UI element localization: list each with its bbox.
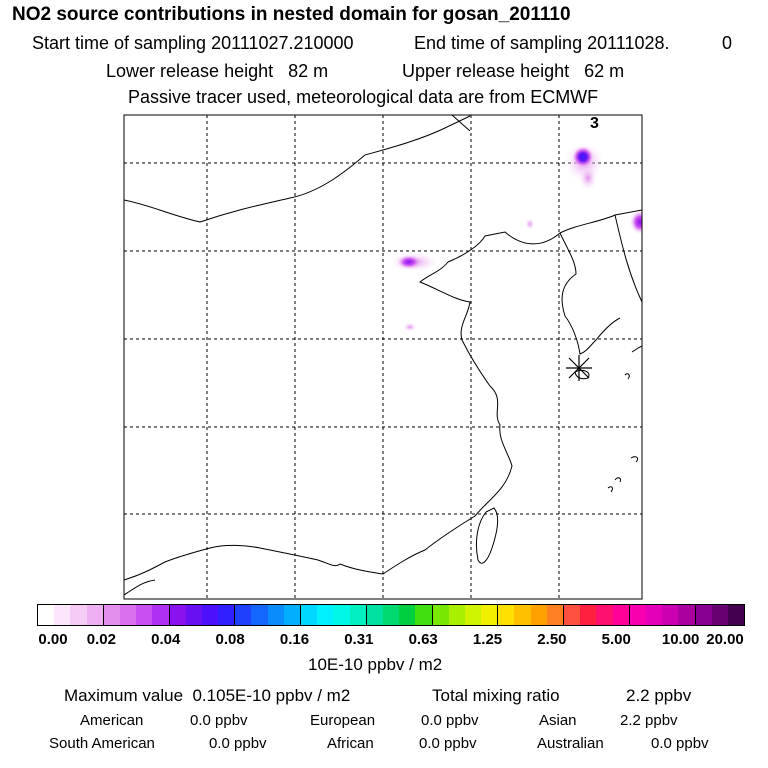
colorbar-segment [283,605,300,625]
plume-northeast-core [572,146,594,168]
region-value-african: 0.0 ppbv [419,735,477,752]
region-name-african: African [327,735,374,752]
plume-edge [630,210,642,234]
colorbar-segment [678,605,695,625]
colorbar-segment [415,605,432,625]
chart-title: NO2 source contributions in nested domai… [12,4,571,25]
colorbar-segment [218,605,235,625]
map-frame [123,114,643,600]
colorbar-segment [234,605,252,625]
corner-label: 3 [590,115,599,132]
colorbar-tick-label: 0.00 [38,631,68,648]
colorbar-segment [185,605,202,625]
region-value-european: 0.0 ppbv [421,712,479,729]
region-name-south-american: South American [49,735,155,752]
colorbar-segment [514,605,531,625]
colorbar-segment [694,605,712,625]
region-value-australian: 0.0 ppbv [651,735,709,752]
colorbar-segment [431,605,449,625]
region-name-european: European [310,712,376,729]
colorbar-segment [267,605,284,625]
region-value-south-american: 0.0 ppbv [209,735,267,752]
colorbar-segment [86,605,103,625]
release-site-marker [566,355,592,381]
colorbar-segment [317,605,334,625]
region-name-american: American [80,712,144,729]
plume-small-b [403,322,417,332]
region-value-asian: 2.2 ppbv [620,712,678,729]
region-name-asian: Asian [539,712,577,729]
start-time-label: Start time of sampling 20111027.210000 [32,33,354,53]
tracer-plumes [390,142,642,332]
model-info: Passive tracer used, meteorological data… [128,87,599,107]
colorbar-segment [38,605,55,625]
colorbar-segment [399,605,416,625]
plume-northeast-tail [579,166,597,190]
plume-small-a [525,218,535,230]
colorbar-segment [464,605,482,625]
region-name-australian: Australian [537,735,604,752]
colorbar-unit: 10E-10 ppbv / m2 [308,655,443,674]
colorbar-segment [70,605,87,625]
colorbar-segment [201,605,219,625]
end-time-suffix: 0 [722,33,733,53]
colorbar-segment [333,605,350,625]
colorbar-tick-label: 2.50 [537,631,567,648]
colorbar-segment [530,605,547,625]
colorbar-segment [365,605,383,625]
colorbar-tick-label: 0.02 [86,631,116,648]
colorbar-segment [481,605,498,625]
colorbar-segment [136,605,153,625]
maximum-value: Maximum value 0.105E-10 ppbv / m2 [64,686,351,705]
colorbar-segment [152,605,169,625]
colorbar-segment [251,605,268,625]
colorbar-tick-label: 20.00 [706,631,744,648]
colorbar-segment [645,605,663,625]
colorbar-tick-label: 10.00 [661,631,700,648]
colorbar [37,604,745,626]
colorbar-segment [612,605,629,625]
upper-release-height: Upper release height 62 m [402,61,625,81]
colorbar-tick-label: 1.25 [472,631,503,648]
map-plot: 3 [123,114,643,600]
total-mixing-ratio-value: 2.2 ppbv [626,686,692,705]
colorbar-segment [563,605,581,625]
colorbar-tick-label: 0.31 [344,631,374,648]
gridlines [124,115,642,599]
colorbar-segment [711,605,728,625]
total-mixing-ratio-label: Total mixing ratio [432,686,560,705]
colorbar-segment [382,605,400,625]
colorbar-tick-label: 0.16 [279,631,310,648]
colorbar-segment [168,605,186,625]
colorbar-segment [300,605,318,625]
colorbar-segment [119,605,137,625]
colorbar-segment [727,605,745,625]
plume-mongolia-core [397,255,421,269]
colorbar-segment [546,605,563,625]
colorbar-segment [596,605,613,625]
colorbar-tick-label: 0.04 [151,631,181,648]
colorbar-tick-label: 5.00 [601,631,631,648]
coastlines [124,115,642,596]
colorbar-tick-label: 0.63 [408,631,438,648]
colorbar-segment [628,605,646,625]
colorbar-segment [448,605,465,625]
colorbar-segment [102,605,120,625]
colorbar-segment [349,605,366,625]
colorbar-segment [580,605,597,625]
lower-release-height: Lower release height 82 m [106,61,329,81]
colorbar-segment [54,605,71,625]
end-time-label: End time of sampling 20111028. [414,33,670,53]
colorbar-segment [497,605,515,625]
region-value-american: 0.0 ppbv [190,712,248,729]
colorbar-tick-label: 0.08 [215,631,245,648]
colorbar-segment [662,605,679,625]
